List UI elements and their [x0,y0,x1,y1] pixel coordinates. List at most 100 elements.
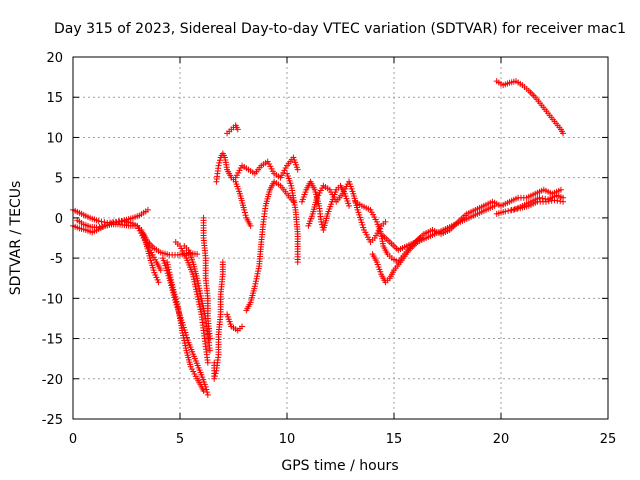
data-point-marker [359,221,366,228]
data-point-marker [182,329,189,336]
data-point-marker [197,292,204,299]
series-sat-f [164,259,207,394]
data-point-marker [192,283,199,290]
data-point-marker [183,332,190,339]
data-point-marker [99,223,106,230]
data-point-marker [124,219,131,226]
y-tick-label: -10 [42,292,63,307]
y-axis-label: SDTVAR / TECUs [8,181,24,296]
data-point-marker [251,283,258,290]
data-point-marker [194,275,201,282]
data-point-marker [514,205,521,212]
data-point-marker [165,264,172,271]
data-point-marker [165,266,172,273]
data-point-marker [252,278,259,285]
data-point-marker [101,219,108,226]
x-tick-labels: 0 5 10 15 20 25 [69,432,616,447]
data-point-marker [116,218,123,225]
data-point-marker [216,157,223,164]
data-point-marker [179,327,186,334]
data-point-marker [160,257,167,264]
y-tick-label: 0 [55,212,63,227]
x-tick-label: 15 [386,432,403,447]
x-tick-label: 20 [493,432,510,447]
x-tick-label: 5 [176,432,184,447]
data-point-marker [96,224,103,231]
data-point-marker [194,293,201,300]
data-point-marker [508,206,515,213]
data-point-marker [254,273,261,280]
data-point-marker [204,389,211,396]
data-point-marker [511,206,518,213]
data-point-marker [211,373,218,380]
data-point-marker [234,126,241,133]
data-point-marker [164,259,171,266]
series-sat-b [70,221,162,286]
y-tick-label: 10 [46,131,63,146]
data-point-marker [560,198,567,205]
data-point-marker [193,288,200,295]
data-point-marker [182,342,189,349]
data-point-marker [542,198,549,205]
y-tick-label: 5 [55,172,63,187]
data-point-marker [167,276,174,283]
data-point-marker [211,375,218,382]
data-point-marker [181,337,188,344]
series-sat-w [498,186,564,209]
data-point-marker [198,297,205,304]
x-tick-label: 0 [69,432,77,447]
data-point-marker [551,197,558,204]
data-point-marker [548,197,555,204]
data-point-marker [507,207,514,214]
data-point-marker [216,159,223,166]
data-point-marker [254,270,261,277]
data-point-marker [181,340,188,347]
data-point-marker [195,282,202,289]
data-point-marker [166,271,173,278]
y-tick-label: -5 [50,252,63,267]
series-sat-q [298,178,353,233]
data-point-marker [194,251,201,258]
data-point-marker [206,347,213,354]
series-sat-u [378,198,504,254]
data-point-marker [179,330,186,337]
data-point-marker [360,224,367,231]
data-point-marker [199,300,206,307]
x-tick-label: 10 [279,432,296,447]
data-point-marker [196,287,203,294]
series-sat-k [213,150,254,229]
data-point-marker [356,211,363,218]
data-point-marker [318,221,325,228]
data-point-marker [355,209,362,216]
data-point-marker [110,219,117,226]
y-tick-label: -20 [42,373,63,388]
series-sat-x [508,197,567,213]
data-point-marker [113,219,120,226]
data-point-marker [545,198,552,205]
data-point-marker [247,222,254,229]
data-point-marker [204,391,211,398]
data-point-marker [190,273,197,280]
y-tick-label: -15 [42,333,63,348]
data-point-marker [539,195,546,202]
data-point-marker [159,255,166,262]
series-sat-r [305,178,389,246]
data-point-marker [212,370,219,377]
data-point-marker [183,334,190,341]
series-sat-p [284,170,301,266]
data-point-marker [182,345,189,352]
data-point-marker [557,198,564,205]
data-point-marker [98,218,105,225]
data-point-marker [194,277,201,284]
series-sat-l [224,122,241,137]
data-point-marker [197,306,204,313]
data-point-marker [144,206,151,213]
y-tick-label: -25 [42,413,63,428]
data-point-marker [253,275,260,282]
series-sat-m [232,154,301,181]
data-point-marker [166,269,173,276]
chart-title: Day 315 of 2023, Sidereal Day-to-day VTE… [54,21,626,37]
data-point-marker [239,323,246,330]
x-axis-label: GPS time / hours [281,458,398,474]
